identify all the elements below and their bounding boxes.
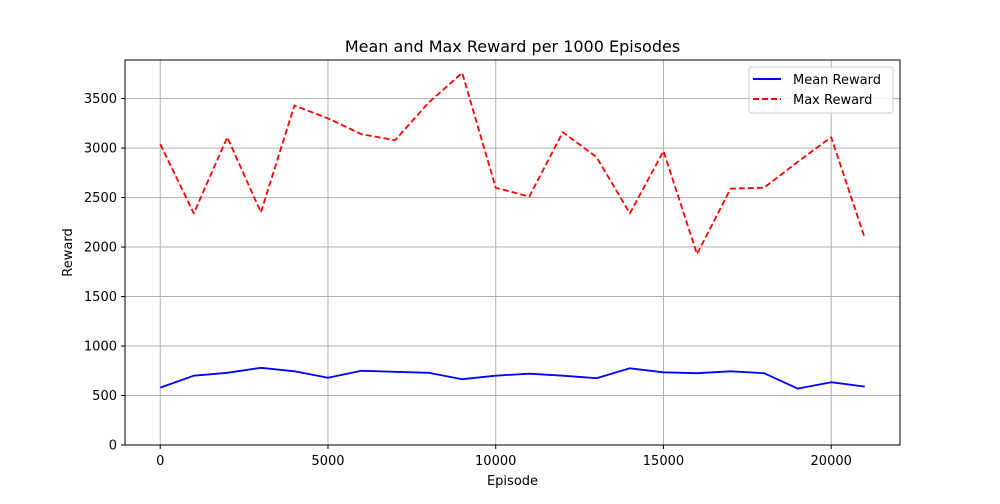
y-tick-label: 0 bbox=[109, 439, 117, 454]
series-layer bbox=[159, 72, 866, 390]
x-tick-label: 20000 bbox=[811, 454, 852, 469]
y-axis-label: Reward bbox=[61, 228, 76, 276]
legend: Mean Reward Max Reward bbox=[748, 66, 894, 114]
y-tick-label: 2500 bbox=[84, 191, 117, 206]
legend-max-label: Max Reward bbox=[793, 93, 872, 108]
x-tick-label: 15000 bbox=[643, 454, 684, 469]
y-tick-label: 3500 bbox=[84, 92, 117, 107]
mean-reward-line bbox=[159, 366, 865, 390]
y-tick-label: 1000 bbox=[84, 340, 117, 355]
x-axis-label: Episode bbox=[487, 474, 538, 489]
plot-frame bbox=[124, 59, 901, 446]
x-tick-label: 0 bbox=[156, 454, 164, 469]
legend-mean-label: Mean Reward bbox=[793, 73, 881, 88]
x-tick-label: 5000 bbox=[311, 454, 344, 469]
max-reward-line bbox=[159, 72, 866, 255]
chart-title: Mean and Max Reward per 1000 Episodes bbox=[345, 37, 680, 56]
legend-box bbox=[748, 66, 894, 114]
y-tick-label: 2000 bbox=[84, 241, 117, 256]
ticks: 0 5000 10000 15000 20000 0 500 1000 1500 2000 2500… bbox=[84, 92, 852, 469]
y-tick-label: 1500 bbox=[84, 290, 117, 305]
x-tick-label: 10000 bbox=[475, 454, 516, 469]
y-tick-label: 3000 bbox=[84, 142, 117, 157]
grid bbox=[125, 60, 900, 446]
y-tick-label: 500 bbox=[92, 389, 117, 404]
